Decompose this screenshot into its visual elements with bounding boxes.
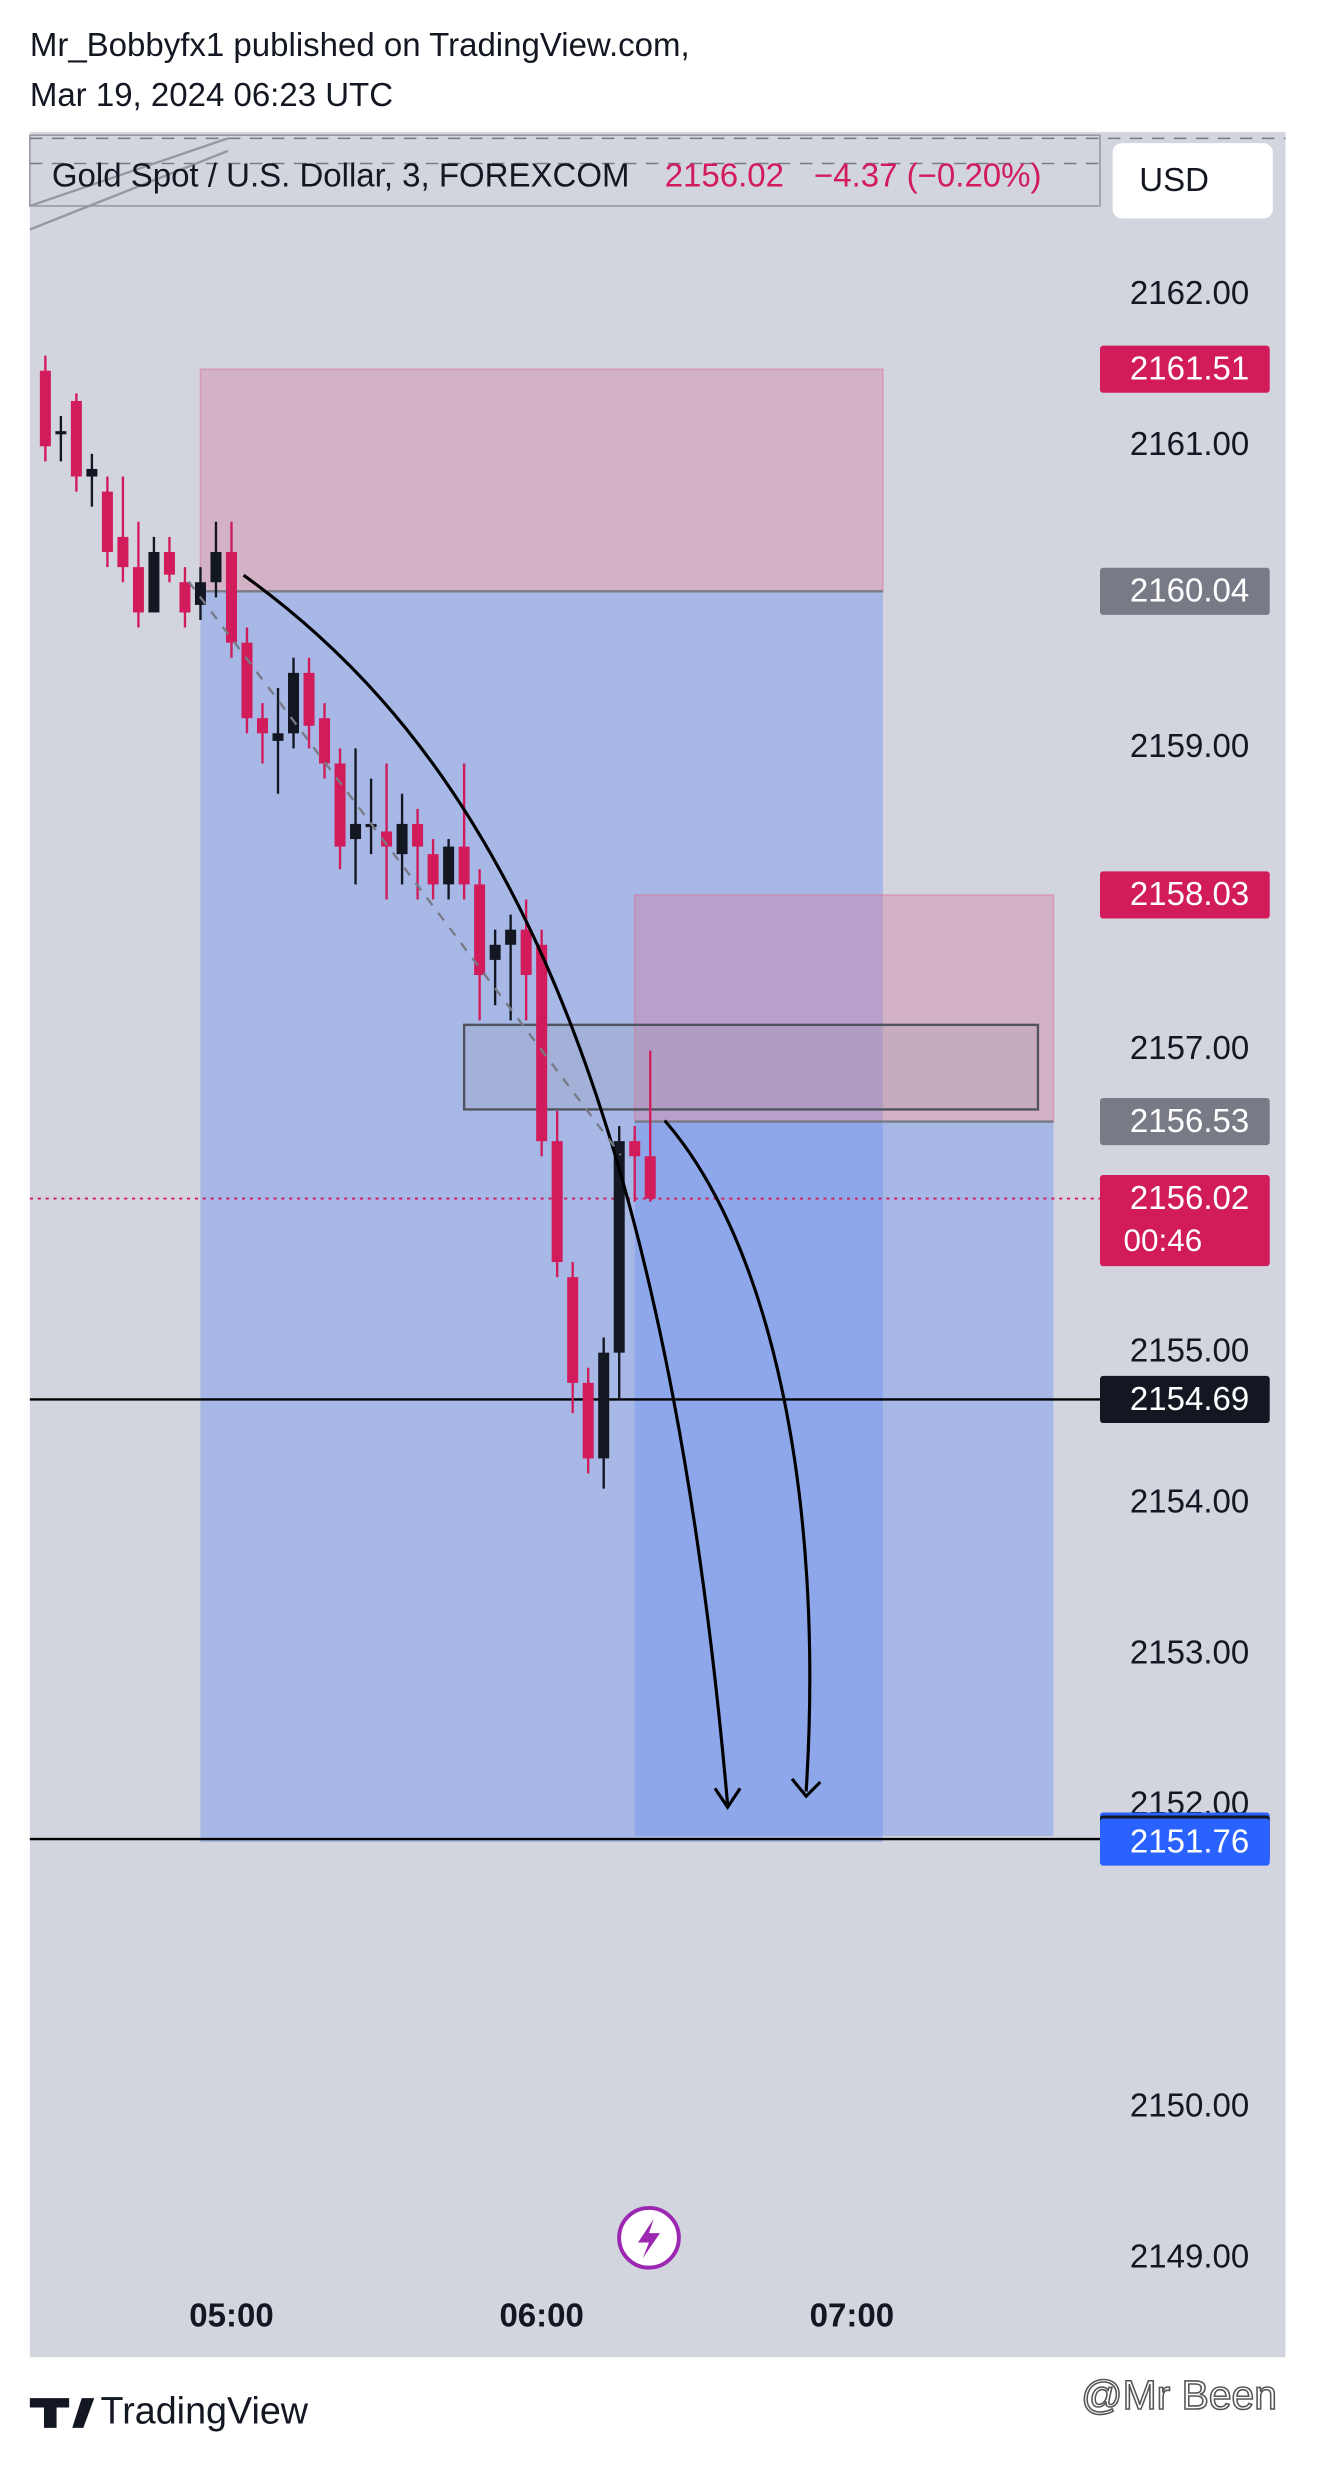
candle-body <box>644 1156 656 1199</box>
y-tick-label: 2154.00 <box>1130 1482 1249 1519</box>
candle-body <box>551 1141 563 1263</box>
stop-zone <box>633 894 1055 1123</box>
candle-body <box>117 536 129 568</box>
arrow-curve <box>242 573 730 1805</box>
candle-body <box>256 718 268 734</box>
price-axis: 2149.002150.002152.002153.002154.002155.… <box>189 274 1270 2334</box>
y-tick-label: 2159.00 <box>1130 727 1249 764</box>
arrow-head <box>790 1777 822 1799</box>
price-label: 2158.03 <box>1130 875 1249 912</box>
candle-body <box>241 642 253 719</box>
stop-zone <box>199 368 884 593</box>
candle-body <box>334 763 346 847</box>
y-tick-label: 2153.00 <box>1130 1633 1249 1670</box>
y-tick-label: 2161.00 <box>1130 425 1249 462</box>
plot-layer <box>29 355 1100 1843</box>
currency-button[interactable] <box>1112 143 1273 219</box>
candle-body <box>163 552 175 575</box>
symbol-bar <box>29 134 1101 207</box>
price-label-box <box>1100 1097 1270 1146</box>
candle-body <box>598 1352 610 1459</box>
candle-body <box>132 567 144 613</box>
publisher: Mr_Bobbyfx1 published on TradingView.com… <box>30 26 690 63</box>
y-tick-label: 2149.00 <box>1130 2238 1249 2275</box>
price-label-box <box>1100 1375 1270 1424</box>
publish-date: Mar 19, 2024 06:23 UTC <box>30 76 393 113</box>
candle-body <box>194 582 206 605</box>
price-label: 2156.53 <box>1130 1102 1249 1139</box>
candle-body <box>443 846 455 885</box>
price-label: 2151.76 <box>1130 1822 1249 1859</box>
price-label-box <box>1100 1818 1270 1866</box>
candle-body <box>396 823 408 855</box>
candle-body <box>505 929 517 945</box>
candle-body <box>179 582 191 613</box>
countdown: 00:46 <box>1124 1223 1203 1258</box>
x-tick-label: 05:00 <box>189 2297 273 2334</box>
candle-body <box>55 431 67 435</box>
candle-body <box>303 672 315 726</box>
target-zone <box>634 1121 1054 1837</box>
candle-body <box>458 846 470 885</box>
x-tick-label: 06:00 <box>499 2297 583 2334</box>
watermark: @Mr Been <box>1081 2372 1277 2418</box>
candle-body <box>70 400 82 477</box>
candle-body <box>427 854 439 885</box>
candle-body <box>613 1141 625 1353</box>
candle-body <box>582 1382 594 1459</box>
candle-body <box>288 672 300 734</box>
drawings <box>187 573 822 1811</box>
price-label: 2160.04 <box>1130 572 1249 609</box>
price-change: −4.37 (−0.20%) <box>814 156 1042 193</box>
arrow-curve <box>663 1119 812 1792</box>
symbol: Gold Spot / U.S. Dollar, 3, FOREXCOM <box>52 156 630 193</box>
zone-box <box>462 1023 1040 1111</box>
currency[interactable]: USD <box>1139 161 1209 198</box>
candle-body <box>39 370 51 447</box>
price-label-box <box>1100 345 1270 393</box>
candle-body <box>272 733 284 741</box>
price-label: 2156.02 <box>1130 1179 1249 1216</box>
brand: TradingView <box>101 2390 309 2432</box>
candle-body <box>629 1141 641 1157</box>
price-label-box <box>1100 1174 1270 1267</box>
candle-body <box>489 944 501 960</box>
candle-body <box>210 552 222 583</box>
price-label: 2161.51 <box>1130 350 1249 387</box>
candle-body <box>474 884 486 975</box>
chart-area <box>29 132 1286 2358</box>
y-tick-label: 2157.00 <box>1130 1029 1249 1066</box>
candle-body <box>101 491 113 553</box>
drawing-line <box>29 137 229 231</box>
y-tick-label: 2162.00 <box>1130 274 1249 311</box>
candle-body <box>567 1277 579 1383</box>
candle-body <box>319 718 331 764</box>
candle-body <box>225 552 237 643</box>
candle-body <box>86 468 98 477</box>
candle-body <box>412 823 424 847</box>
candle-body <box>536 944 548 1142</box>
lightning-bolt <box>638 2218 660 2259</box>
candle-body <box>350 823 362 840</box>
tv-logo <box>29 2398 95 2428</box>
y-tick-label: 2150.00 <box>1130 2087 1249 2124</box>
trend-line <box>187 580 622 1156</box>
y-tick-label: 2155.00 <box>1130 1331 1249 1368</box>
price-label: 2154.69 <box>1130 1380 1249 1417</box>
price-label-box <box>1100 567 1270 615</box>
target-zone <box>200 591 883 1843</box>
candle-body <box>381 831 393 847</box>
last-price: 2156.02 <box>665 156 784 193</box>
price-label-box <box>1100 871 1270 919</box>
x-tick-label: 07:00 <box>810 2297 894 2334</box>
candle-body <box>148 552 160 613</box>
arrow-head <box>713 1787 742 1811</box>
candle-body <box>520 929 532 975</box>
